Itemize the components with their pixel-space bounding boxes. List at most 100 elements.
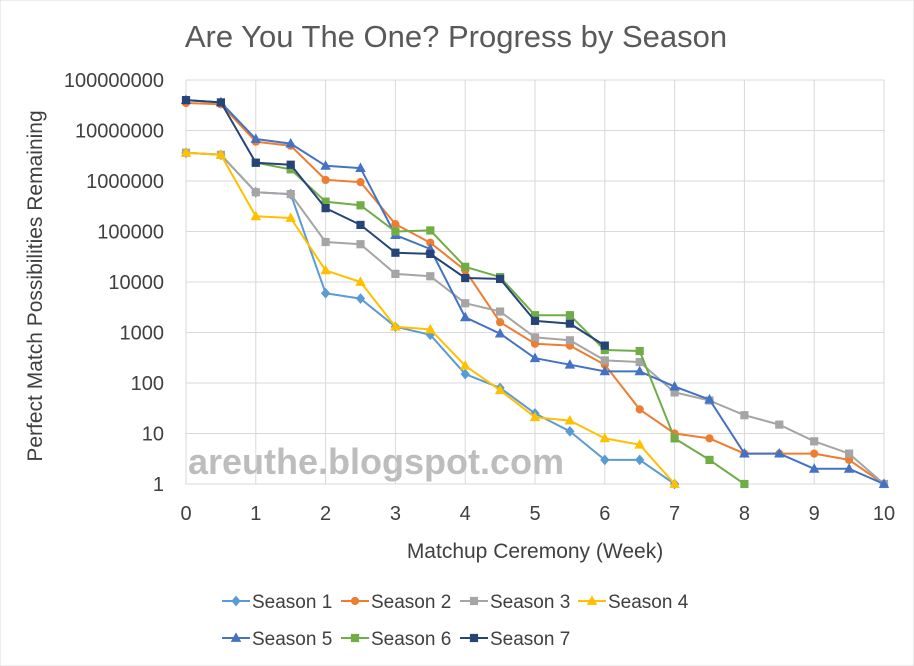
data-point [740, 411, 749, 420]
data-point [565, 319, 574, 328]
x-tick-label: 6 [599, 503, 610, 525]
legend-marker [469, 596, 479, 606]
x-tick-label: 4 [460, 503, 471, 525]
data-point [216, 98, 226, 107]
y-tick-label: 100000000 [64, 70, 164, 92]
data-point [494, 327, 506, 338]
series-layer [180, 94, 890, 490]
legend-item: Season 6 [341, 629, 451, 650]
legend-marker [231, 595, 241, 607]
data-point [461, 299, 470, 308]
data-point [425, 323, 436, 334]
data-point [320, 264, 331, 275]
data-point [739, 447, 750, 458]
x-tick-label: 10 [873, 503, 895, 525]
y-tick-label: 10 [142, 424, 164, 446]
x-tick-label: 9 [809, 503, 820, 525]
data-point [180, 147, 192, 157]
data-point [564, 359, 576, 369]
data-point [460, 368, 470, 380]
data-point [181, 96, 191, 105]
data-point [459, 311, 471, 322]
data-point [529, 352, 541, 363]
legend-item: Season 4 [578, 592, 689, 613]
y-tick-label: 100 [131, 373, 164, 395]
data-point [564, 414, 576, 425]
data-point [808, 463, 820, 473]
data-point [878, 478, 890, 488]
x-tick-label: 7 [669, 503, 680, 525]
data-point [634, 365, 645, 376]
legend-marker [350, 596, 360, 606]
data-point [356, 220, 365, 230]
legend-label: Season 5 [252, 629, 332, 650]
data-point [705, 434, 714, 443]
data-point [251, 188, 260, 197]
data-point [215, 149, 227, 159]
data-point [704, 393, 715, 404]
y-tick-label: 1 [153, 474, 164, 496]
data-point [391, 227, 400, 236]
data-point [321, 204, 330, 213]
watermark: areuthe.blogspot.com [188, 441, 564, 482]
data-point [320, 160, 331, 170]
legend-label: Season 2 [371, 592, 451, 613]
plot-frame [185, 79, 885, 485]
data-point [774, 447, 785, 458]
data-point [635, 454, 645, 466]
series-4 [180, 147, 680, 488]
legend-item: Season 1 [222, 592, 332, 613]
data-point [461, 273, 470, 283]
data-point [669, 380, 680, 391]
data-point [529, 411, 541, 422]
legend: Season 1 Season 2 Season 3 Season 4 Season 5… [222, 592, 689, 650]
data-point [740, 479, 749, 489]
legend-item: Season 3 [460, 592, 570, 613]
legend-marker [230, 632, 242, 642]
x-tick-label: 1 [250, 503, 261, 525]
x-axis-label: Matchup Ceremony (Week) [407, 540, 663, 563]
legend-label: Season 4 [608, 592, 689, 613]
legend-item: Season 5 [222, 629, 332, 650]
data-point [599, 365, 611, 376]
data-point [496, 318, 505, 327]
y-tick-label: 10000000 [75, 121, 164, 143]
data-point [286, 190, 295, 199]
data-point [810, 449, 819, 458]
data-point [459, 360, 471, 370]
data-point [285, 137, 296, 148]
legend-marker [469, 633, 479, 643]
data-point [426, 249, 435, 259]
series-7 [181, 96, 609, 350]
x-tick-label: 5 [529, 503, 540, 525]
y-tick-label: 10000 [108, 272, 164, 294]
data-point [600, 356, 609, 365]
data-point [705, 455, 714, 465]
data-point [810, 437, 819, 446]
legend-marker [586, 595, 598, 605]
y-tick-label: 1000 [120, 323, 165, 345]
data-point [426, 272, 435, 281]
data-point [494, 384, 506, 395]
data-point [250, 133, 262, 143]
data-point [390, 321, 401, 331]
data-point [285, 212, 296, 222]
data-point [599, 432, 611, 443]
y-tick-label: 100000 [97, 222, 164, 244]
legend-label: Season 7 [490, 629, 570, 650]
data-point [775, 420, 784, 429]
legend-item: Season 2 [341, 592, 451, 613]
legend-label: Season 3 [490, 592, 570, 613]
data-point [565, 426, 575, 437]
data-point [600, 341, 609, 350]
data-point [670, 434, 679, 443]
data-point [391, 220, 400, 229]
data-point [461, 262, 470, 271]
x-axis-ticks: 0 1 2 3 4 5 6 7 8 9 10 [180, 503, 895, 525]
data-point [356, 201, 365, 210]
x-tick-label: 0 [180, 503, 191, 525]
y-axis-label: Perfect Match Possibilities Remaining [24, 110, 47, 461]
data-point [356, 240, 365, 249]
data-point [565, 336, 574, 345]
